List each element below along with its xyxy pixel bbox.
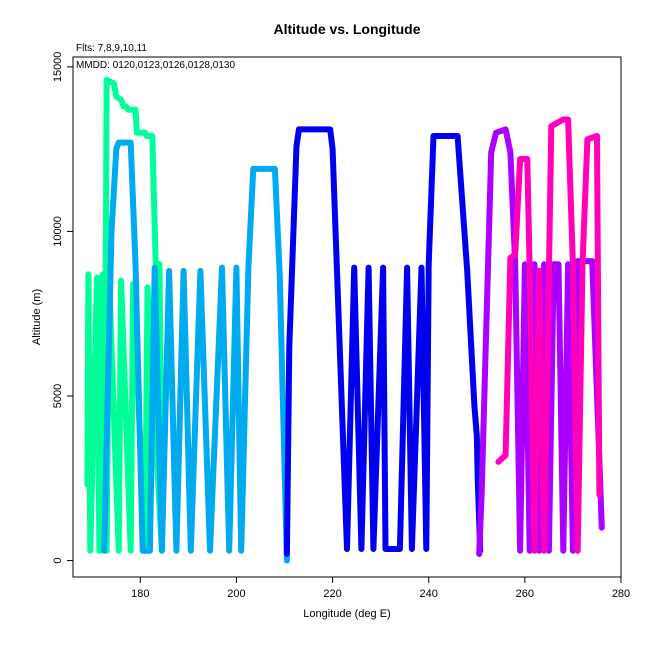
- x-axis-label: Longitude (deg E): [303, 608, 390, 620]
- flights-annotation: Flts: 7,8,9,10,11: [76, 43, 147, 54]
- x-tick-label: 280: [612, 588, 630, 600]
- series-line-2: [101, 139, 290, 564]
- x-tick-label: 180: [131, 588, 149, 600]
- series-line-1: [84, 77, 165, 554]
- x-tick-label: 260: [516, 588, 534, 600]
- x-tick-label: 220: [323, 588, 341, 600]
- x-axis: 180 200 220 240 260 280: [131, 576, 630, 600]
- dates-annotation: MMDD: 0120,0123,0126,0128,0130: [76, 60, 235, 71]
- y-axis: 0 5000 10000 15000: [52, 52, 74, 564]
- x-tick-label: 200: [227, 588, 245, 600]
- series-line-5: [495, 116, 603, 554]
- y-tick-label: 5000: [52, 384, 64, 408]
- y-tick-label: 0: [52, 557, 64, 563]
- series-line-3: [283, 126, 484, 557]
- x-tick-label: 240: [420, 588, 438, 600]
- y-axis-label: Altitude (m): [31, 289, 43, 345]
- series-layer: [84, 77, 605, 564]
- y-tick-label: 15000: [52, 52, 64, 83]
- y-tick-label: 10000: [52, 216, 64, 247]
- chart-title: Altitude vs. Longitude: [274, 21, 421, 37]
